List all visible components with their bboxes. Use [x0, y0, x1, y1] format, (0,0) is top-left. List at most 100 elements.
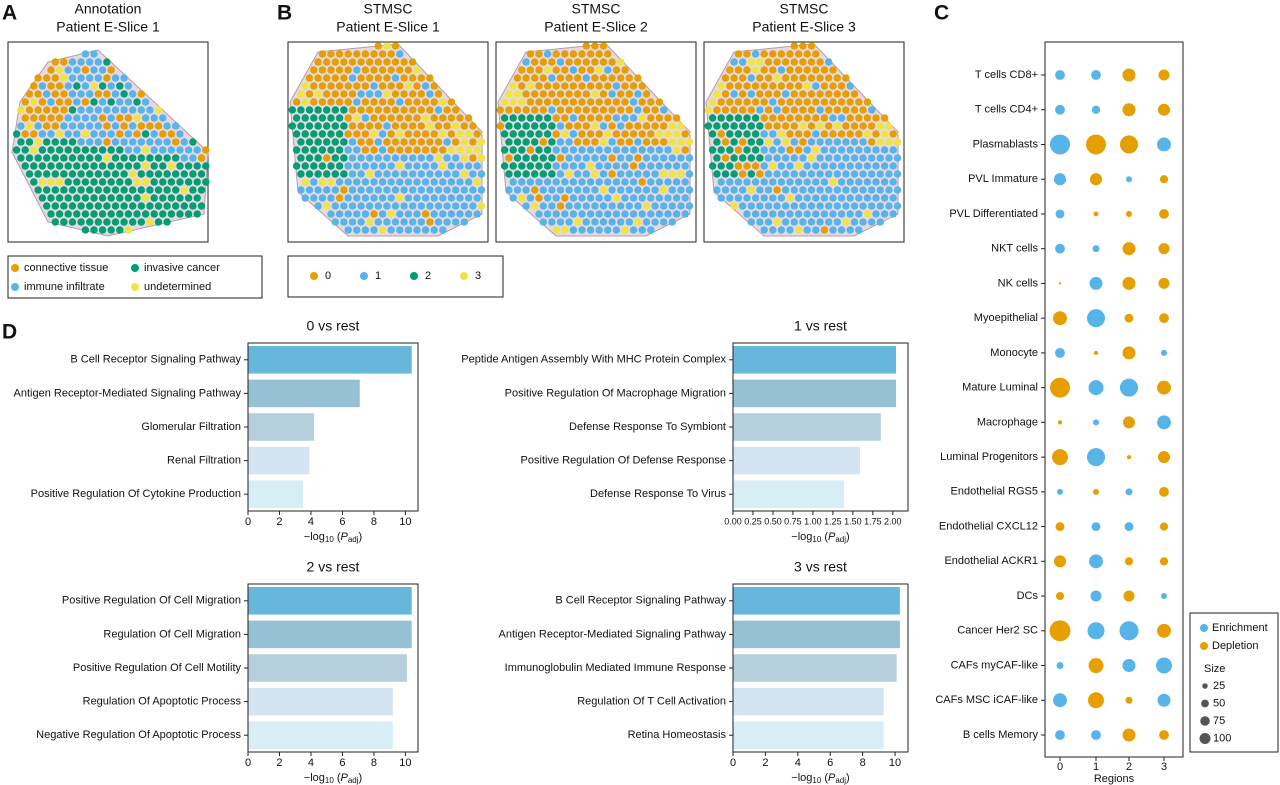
tissue-spot — [816, 186, 824, 194]
tissue-spot — [522, 154, 530, 162]
tissue-spot — [159, 162, 167, 170]
tissue-spot — [734, 162, 743, 170]
tissue-spot — [404, 210, 413, 218]
y-tick-label: T cells CD4+ — [975, 104, 1038, 116]
tissue-spot — [820, 82, 829, 90]
tissue-spot — [747, 138, 755, 146]
tissue-spot — [574, 74, 582, 82]
tissue-spot — [773, 138, 781, 146]
tissue-spot — [638, 178, 646, 186]
panel-label: A — [2, 2, 17, 25]
tissue-spot — [578, 146, 586, 154]
tissue-spot — [769, 194, 777, 202]
tissue-spot — [556, 106, 565, 114]
tissue-spot — [799, 106, 807, 114]
tissue-spot — [361, 226, 370, 234]
tissue-spot — [574, 170, 582, 178]
tissue-spot — [747, 154, 755, 162]
tissue-spot — [133, 146, 141, 154]
tissue-spot — [387, 98, 395, 106]
tissue-spot — [323, 154, 331, 162]
tissue-spot — [773, 122, 781, 130]
tissue — [704, 42, 902, 237]
tissue-spot — [378, 226, 387, 234]
tissue-spot — [456, 178, 464, 186]
tissue-spot — [756, 154, 764, 162]
tissue-spot — [786, 226, 794, 234]
dot — [1055, 730, 1065, 740]
tissue-spot — [30, 82, 38, 90]
tissue-spot — [154, 122, 163, 130]
tissue-spot — [561, 146, 569, 154]
tissue-spot — [141, 178, 150, 186]
tissue-spot — [318, 82, 327, 90]
tissue-spot — [625, 170, 633, 178]
tissue-spot — [531, 122, 539, 130]
tissue-spot — [500, 162, 509, 170]
tissue-spot — [685, 186, 694, 194]
tissue-spot — [77, 170, 85, 178]
tissue-spot — [790, 42, 798, 50]
tissue-spot — [111, 218, 120, 226]
tissue-spot — [133, 130, 141, 138]
tissue-spot — [344, 130, 352, 138]
tissue-spot — [664, 194, 672, 202]
tissue-spot — [655, 178, 664, 186]
tissue-spot — [539, 186, 547, 194]
dot — [1088, 380, 1104, 396]
tissue-spot — [634, 186, 642, 194]
dot — [1092, 488, 1100, 495]
tissue-spot — [193, 210, 201, 218]
tissue-spot — [98, 130, 107, 138]
x-axis-label-part: 10 — [812, 535, 821, 544]
tissue-spot — [426, 202, 434, 210]
tissue-spot — [396, 114, 404, 122]
tissue-spot — [837, 178, 846, 186]
tissue-spot — [825, 170, 833, 178]
tissue-spot — [561, 178, 569, 186]
tissue-spot — [717, 162, 725, 170]
tissue-spot — [825, 218, 833, 226]
tissue-spot — [447, 114, 456, 122]
tissue-spot — [513, 138, 522, 146]
tissue-spot — [111, 90, 120, 98]
tissue-spot — [47, 162, 55, 170]
bar — [248, 654, 407, 682]
tissue-spot — [120, 154, 128, 162]
tissue-spot — [51, 90, 59, 98]
tissue-spot — [863, 130, 872, 138]
tissue-spot — [539, 106, 547, 114]
tissue-spot — [518, 162, 526, 170]
tissue-spot — [456, 194, 464, 202]
tissue-spot — [38, 114, 47, 122]
tissue-spot — [535, 82, 543, 90]
tissue-spot — [812, 226, 820, 234]
tissue-spot — [820, 130, 829, 138]
tissue — [496, 42, 694, 237]
tissue-spot — [726, 114, 734, 122]
tissue-spot — [850, 202, 859, 210]
x-tick-label: 1.25 — [824, 516, 842, 526]
tissue-spot — [172, 122, 180, 130]
tissue-spot — [660, 170, 668, 178]
tissue-spot — [81, 162, 90, 170]
tissue-spot — [348, 154, 357, 162]
tissue-spot — [730, 138, 738, 146]
tissue-spot — [739, 170, 747, 178]
tissue-spot — [790, 154, 798, 162]
tissue-spot — [68, 202, 77, 210]
dot — [1156, 657, 1172, 674]
tissue-spot — [400, 90, 408, 98]
tissue-spot — [681, 178, 689, 186]
tissue-spot — [107, 98, 115, 106]
tissue-spot — [586, 50, 595, 58]
tissue-spot — [638, 162, 646, 170]
tissue-spot — [634, 202, 642, 210]
tissue-spot — [409, 122, 417, 130]
tissue-spot — [413, 194, 421, 202]
tissue-spot — [430, 82, 438, 90]
tissue-spot — [391, 170, 400, 178]
y-tick-label: CAFs myCAF-like — [951, 659, 1038, 671]
slice-title: Patient E-Slice 1 — [56, 19, 160, 35]
tissue-spot — [452, 186, 460, 194]
